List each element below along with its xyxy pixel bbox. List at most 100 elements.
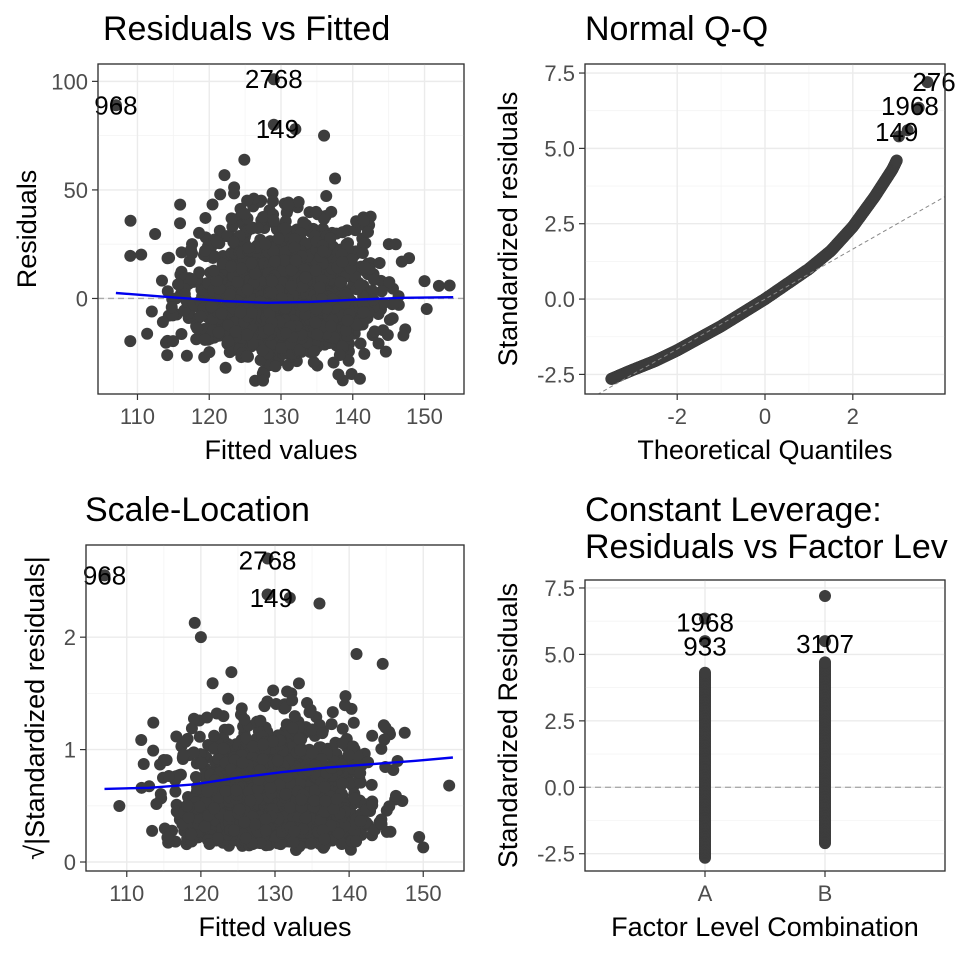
point-label: 2768 — [239, 546, 297, 576]
data-point — [350, 318, 363, 331]
data-point — [443, 779, 456, 792]
data-point — [443, 279, 456, 292]
data-point — [241, 328, 254, 341]
data-point — [354, 815, 367, 828]
data-point — [361, 225, 374, 238]
data-point — [285, 279, 298, 292]
data-point — [819, 635, 831, 648]
data-point — [227, 236, 240, 249]
data-point — [208, 250, 221, 263]
data-point — [353, 372, 366, 385]
data-point — [336, 777, 349, 790]
data-point — [819, 589, 831, 602]
data-point — [155, 274, 168, 287]
x-axis-label: Fitted values — [198, 912, 351, 942]
data-point — [305, 837, 318, 850]
panel-border — [584, 579, 946, 872]
data-point — [239, 832, 252, 845]
x-tick-label: 130 — [263, 404, 300, 429]
data-point — [193, 226, 206, 239]
data-point — [345, 253, 358, 266]
data-point — [389, 238, 402, 251]
data-point — [341, 314, 354, 327]
data-point — [397, 329, 410, 342]
data-point — [267, 684, 280, 697]
data-point — [332, 827, 345, 840]
data-point — [333, 348, 346, 361]
y-axis-label: Residuals — [12, 170, 42, 289]
data-point — [203, 346, 216, 359]
data-point — [318, 781, 331, 794]
data-point — [279, 326, 292, 339]
data-point — [377, 297, 390, 310]
data-point — [901, 124, 914, 137]
x-axis-label: Fitted values — [204, 435, 357, 465]
data-point — [191, 322, 204, 335]
data-point — [313, 597, 326, 610]
data-point — [282, 199, 295, 212]
data-point — [336, 722, 349, 735]
data-point — [320, 190, 333, 203]
data-point — [233, 803, 246, 816]
y-tick-label: 0.0 — [544, 775, 575, 800]
data-point — [266, 735, 279, 748]
data-point — [231, 276, 244, 289]
data-point — [249, 267, 262, 280]
data-point — [241, 194, 254, 207]
data-point — [389, 789, 402, 802]
point-label: 2768 — [245, 64, 303, 94]
data-point — [188, 616, 201, 629]
data-point — [366, 729, 379, 742]
data-point — [295, 793, 308, 806]
data-point — [210, 274, 223, 287]
y-tick-label: 5.0 — [544, 642, 575, 667]
data-point — [342, 749, 355, 762]
data-point — [334, 276, 347, 289]
data-point — [324, 232, 337, 245]
data-point — [245, 222, 258, 235]
data-point — [162, 770, 175, 783]
data-point — [149, 228, 162, 241]
data-point — [284, 801, 297, 814]
data-point — [240, 732, 253, 745]
data-point — [699, 635, 711, 648]
data-point — [124, 214, 137, 227]
y-tick-label: 100 — [51, 69, 88, 94]
data-point — [189, 770, 202, 783]
data-point — [263, 323, 276, 336]
data-point — [388, 297, 401, 310]
data-point — [161, 831, 174, 844]
data-point — [307, 356, 320, 369]
data-point — [135, 248, 148, 261]
data-point — [175, 246, 188, 259]
data-point — [259, 238, 272, 251]
data-point — [160, 754, 173, 767]
data-point — [336, 737, 349, 750]
y-tick-label: 50 — [64, 178, 88, 203]
data-point — [147, 716, 160, 729]
data-point — [185, 243, 198, 256]
data-point — [819, 656, 831, 669]
data-point — [398, 726, 411, 739]
data-point — [150, 798, 163, 811]
data-point — [335, 837, 348, 850]
data-point — [254, 764, 267, 777]
y-tick-label: 0 — [76, 286, 88, 311]
data-point — [368, 273, 381, 286]
data-point — [368, 325, 381, 338]
point-label: 149 — [250, 583, 293, 613]
data-point — [279, 222, 292, 235]
data-point — [292, 195, 305, 208]
data-point — [339, 690, 352, 703]
data-point — [200, 711, 213, 724]
data-point — [395, 255, 408, 268]
data-point — [418, 275, 431, 288]
data-point — [383, 800, 396, 813]
data-point — [210, 235, 223, 248]
data-point — [288, 241, 301, 254]
data-point — [306, 723, 319, 736]
data-point — [199, 244, 212, 257]
data-point — [278, 254, 291, 267]
data-point — [245, 257, 258, 270]
